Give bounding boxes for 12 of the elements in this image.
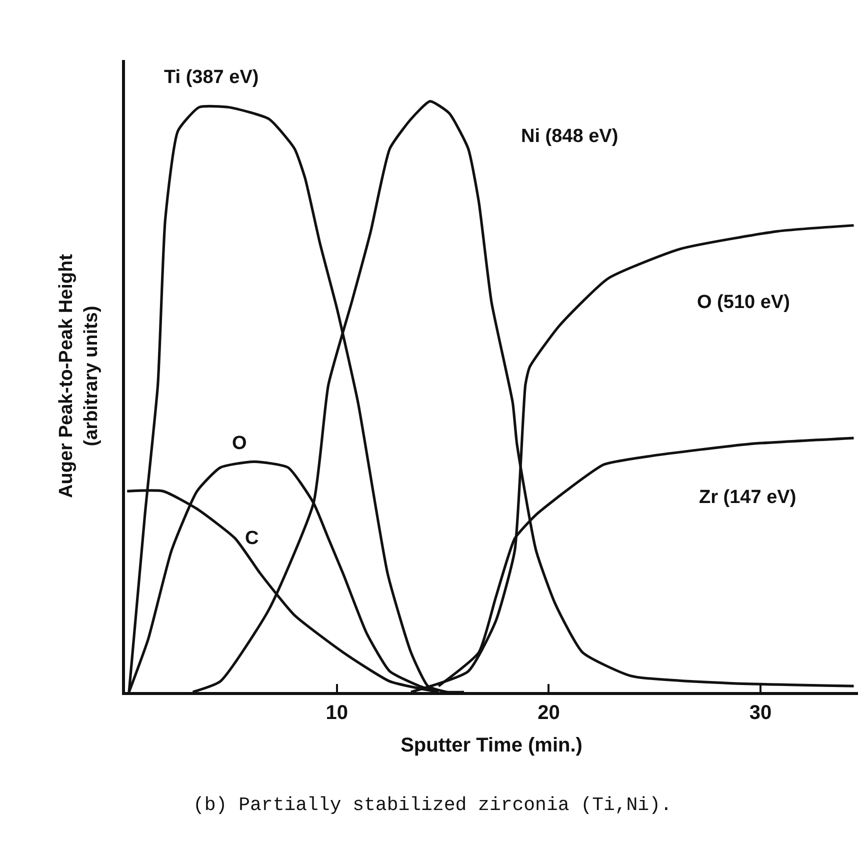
series-label: C bbox=[245, 528, 259, 549]
text: O (510 eV) bbox=[697, 292, 790, 313]
series-label: Zr (147 eV) bbox=[699, 487, 796, 508]
y-axis-title: Auger Peak-to-Peak Height (arbitrary units) bbox=[56, 253, 102, 498]
x-tick-label: 20 bbox=[538, 702, 560, 724]
x-tick-label: 10 bbox=[326, 702, 348, 724]
x-axis-title: Sputter Time (min.) bbox=[400, 734, 582, 756]
series-label: Ti (387 eV) bbox=[164, 67, 259, 88]
series-label: O bbox=[232, 433, 247, 454]
text: (b) Partially stabilized zirconia (Ti,Ni). bbox=[193, 794, 672, 816]
text: Ni (848 eV) bbox=[521, 126, 618, 147]
x-tick-label: 30 bbox=[749, 702, 772, 724]
